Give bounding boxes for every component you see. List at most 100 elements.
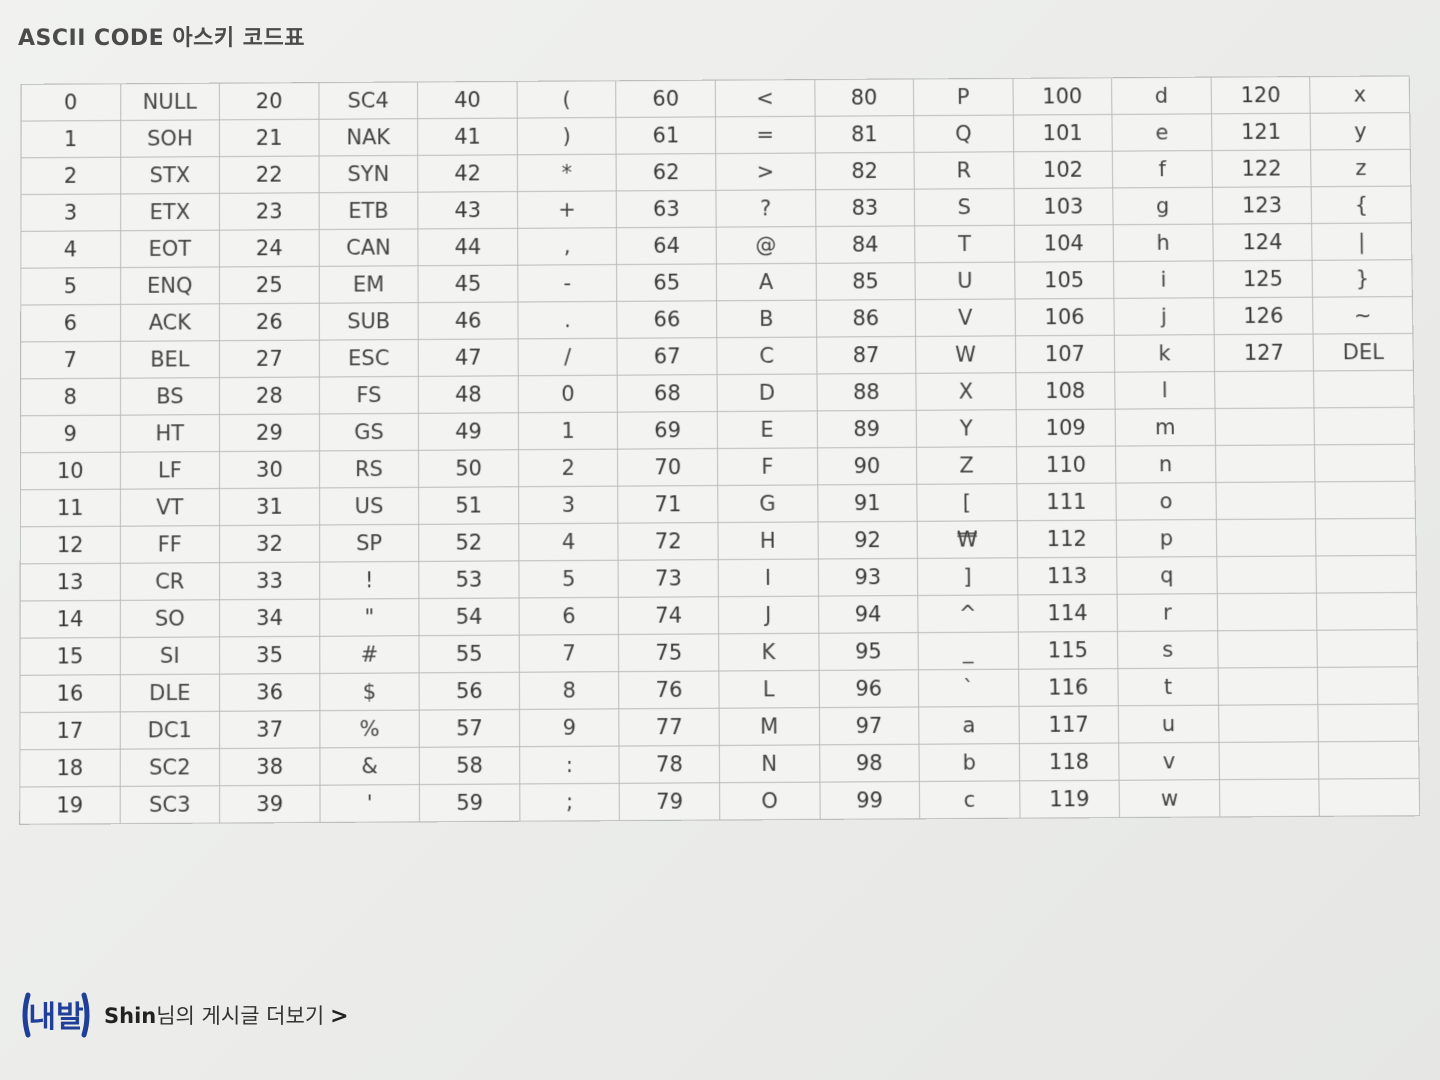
code-cell: 7 [21, 341, 121, 379]
code-cell: 64 [617, 227, 717, 264]
char-cell: CAN [319, 229, 418, 266]
char-cell: E [717, 411, 817, 449]
char-cell: Z [917, 447, 1017, 485]
code-cell: 116 [1018, 669, 1118, 707]
char-cell: x [1310, 76, 1410, 113]
char-cell: H [718, 522, 818, 560]
code-cell: 118 [1019, 743, 1119, 781]
code-cell: 17 [20, 712, 120, 750]
char-cell: Y [916, 410, 1016, 448]
char-cell: SC4 [319, 82, 418, 119]
code-cell [1218, 705, 1318, 743]
code-cell: 96 [819, 670, 919, 708]
more-posts-text[interactable]: Shin님의 게시글 더보기 > [104, 1000, 349, 1030]
char-cell: J [718, 596, 818, 634]
code-cell: 92 [818, 521, 918, 559]
char-cell: U [915, 262, 1015, 299]
code-cell: 122 [1212, 150, 1312, 187]
code-cell: 34 [220, 599, 320, 637]
char-cell: DLE [120, 674, 220, 712]
char-cell: SI [120, 637, 220, 675]
code-cell: 71 [618, 486, 718, 524]
code-cell: 63 [617, 190, 716, 227]
code-cell: 67 [617, 338, 717, 376]
char-cell: ACK [120, 304, 219, 341]
char-cell: b [919, 744, 1019, 782]
more-posts-label: 님의 게시글 더보기 [156, 1004, 324, 1028]
char-cell: ~ [1313, 297, 1413, 334]
char-cell: " [319, 599, 419, 637]
char-cell: i [1114, 261, 1214, 298]
char-cell: ] [917, 558, 1017, 596]
char-cell [1319, 778, 1420, 816]
char-cell: ' [320, 785, 420, 823]
char-cell: . [518, 301, 618, 338]
code-cell [1215, 445, 1315, 483]
char-cell: * [517, 154, 616, 191]
code-cell: 126 [1213, 297, 1313, 334]
code-cell: 9 [20, 415, 120, 453]
code-cell: 32 [220, 525, 320, 563]
char-cell: LF [120, 452, 220, 490]
char-cell [1314, 370, 1414, 408]
code-cell: 10 [20, 452, 120, 490]
ascii-table-body: 0 NULL 20 SC4 40(60 <80 P 100 d 120 x 1 SOH 21 NAK 41) 6… [20, 76, 1420, 824]
code-cell: 94 [818, 596, 918, 634]
code-cell: 125 [1213, 260, 1313, 297]
char-cell: O [719, 782, 819, 820]
char-cell: K [719, 633, 819, 671]
char-cell: ) [517, 117, 616, 154]
more-posts-link[interactable]: 내발 Shin님의 게시글 더보기 > [20, 985, 349, 1045]
char-cell: y [1310, 113, 1410, 150]
code-cell: 3 [21, 194, 120, 231]
code-cell: 101 [1013, 114, 1113, 151]
code-cell: 85 [816, 263, 916, 300]
char-cell: NULL [120, 83, 219, 120]
char-cell: CR [120, 563, 220, 601]
code-cell: 112 [1017, 520, 1117, 558]
char-cell: s [1118, 631, 1218, 669]
code-cell: 83 [815, 189, 915, 226]
code-cell: 46 [418, 302, 518, 339]
char-cell: a [919, 706, 1019, 744]
code-cell: 61 [616, 117, 715, 154]
code-cell: 8 [21, 378, 121, 416]
char-cell: & [320, 747, 420, 785]
char-cell [1315, 444, 1415, 482]
code-cell: 117 [1019, 706, 1119, 744]
code-cell [1217, 630, 1317, 668]
code-cell: 23 [220, 193, 319, 230]
code-cell: 54 [419, 598, 519, 636]
code-cell: 12 [20, 526, 120, 564]
char-cell: D [717, 374, 817, 412]
code-cell: 0 [21, 84, 120, 121]
char-cell: w [1119, 780, 1219, 818]
char-cell: SP [319, 524, 419, 562]
char-cell: V [915, 299, 1015, 336]
code-cell: 53 [419, 561, 519, 599]
char-cell: P [913, 78, 1012, 115]
table-row: 19 SC3 39 ' 59; 79 O 99 c 119 w [20, 778, 1420, 824]
char-cell: X [916, 373, 1016, 411]
char-cell: SC2 [120, 749, 220, 787]
char-cell: DC1 [120, 711, 220, 749]
char-cell: ETX [120, 193, 219, 230]
code-cell: 78 [619, 745, 719, 783]
code-cell: 38 [220, 748, 320, 786]
char-cell: SYN [319, 155, 418, 192]
char-cell: g [1113, 187, 1213, 224]
char-cell: 9 [519, 709, 619, 747]
char-cell [1317, 630, 1417, 668]
code-cell [1215, 408, 1315, 446]
char-cell: o [1116, 482, 1216, 520]
page-title: ASCII CODE 아스키 코드표 [18, 20, 305, 52]
code-cell: 16 [20, 675, 120, 713]
char-cell: 8 [519, 672, 619, 710]
code-cell: 107 [1015, 335, 1115, 373]
code-cell: 44 [418, 228, 517, 265]
code-cell: 69 [618, 412, 718, 450]
code-cell: 76 [619, 671, 719, 709]
char-cell: = [715, 116, 814, 153]
code-cell: 52 [419, 524, 519, 562]
code-cell: 95 [818, 633, 918, 671]
